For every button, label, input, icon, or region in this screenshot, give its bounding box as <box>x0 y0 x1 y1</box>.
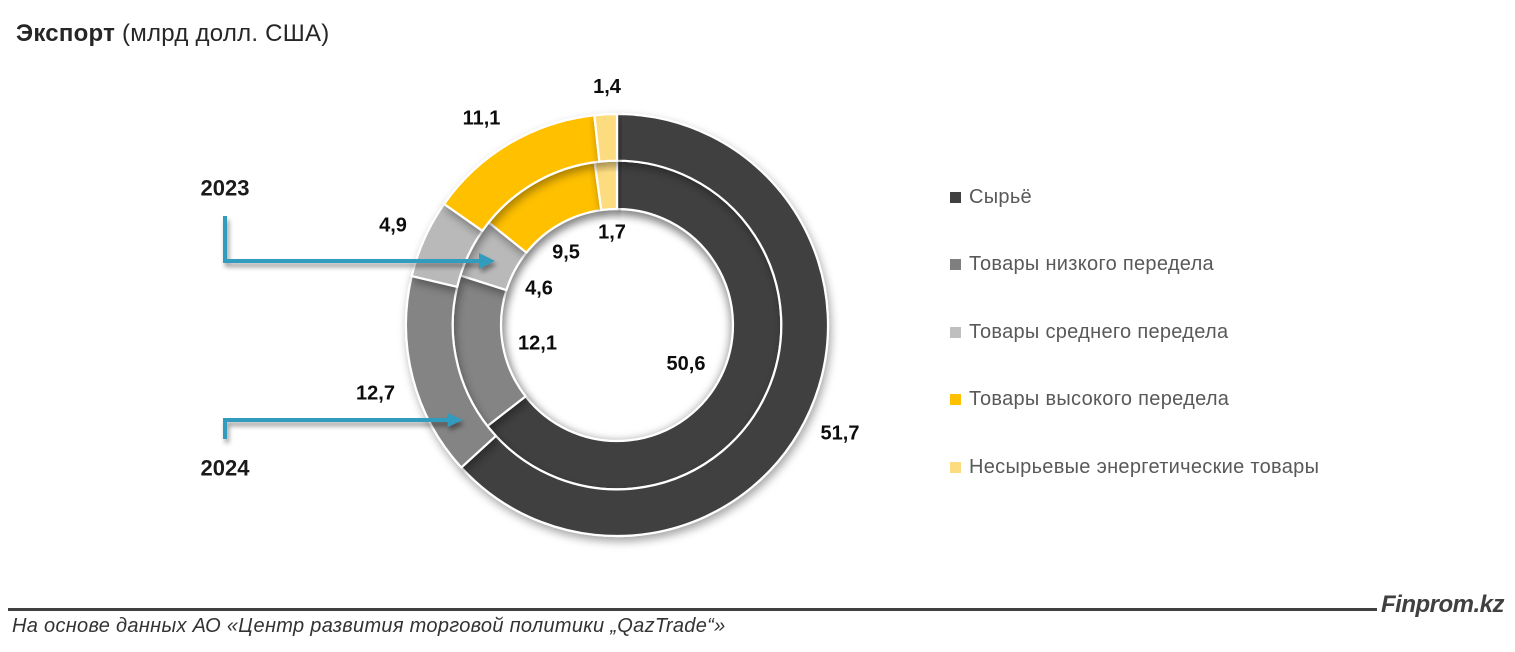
svg-text:4,9: 4,9 <box>379 215 407 237</box>
svg-text:9,5: 9,5 <box>552 242 580 264</box>
svg-text:4,6: 4,6 <box>525 278 553 300</box>
svg-text:11,1: 11,1 <box>463 108 501 130</box>
svg-text:12,1: 12,1 <box>518 333 557 355</box>
svg-text:1,7: 1,7 <box>598 222 626 244</box>
svg-text:2023: 2023 <box>201 176 250 201</box>
svg-text:1,4: 1,4 <box>593 76 622 98</box>
svg-text:2024: 2024 <box>201 456 251 481</box>
svg-text:50,6: 50,6 <box>667 353 706 375</box>
svg-text:51,7: 51,7 <box>821 423 860 445</box>
svg-text:12,7: 12,7 <box>356 383 395 405</box>
